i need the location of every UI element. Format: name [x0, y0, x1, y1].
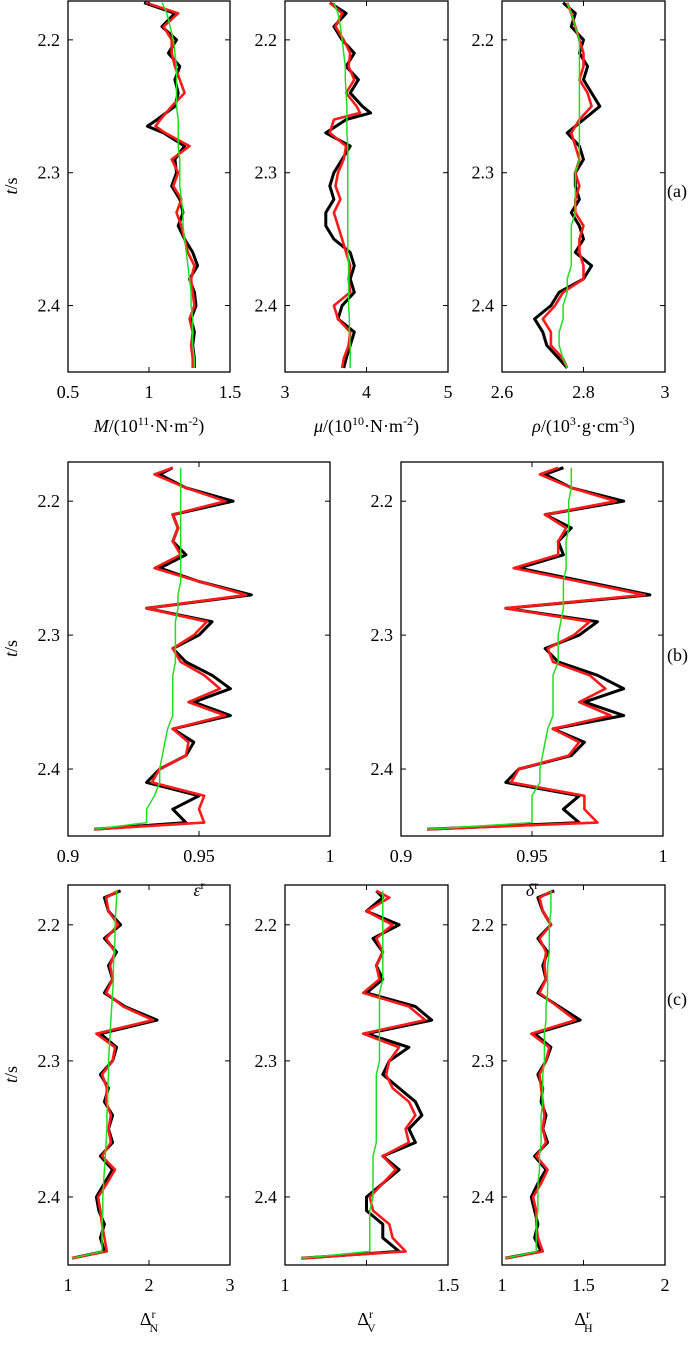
x-tick-label: 2	[661, 1275, 670, 1295]
y-tick-label: 2.4	[38, 296, 61, 316]
panel-label-b: (b)	[667, 645, 688, 666]
y-axis-label: t/s	[1, 177, 21, 194]
y-axis-label: t/s	[1, 640, 21, 657]
y-tick-label: 2.3	[255, 163, 278, 183]
y-axis-label: t/s	[1, 1066, 21, 1083]
axes-frame	[67, 0, 231, 373]
series-black-line	[427, 466, 652, 831]
x-tick-label: 0.9	[390, 846, 413, 866]
y-tick-label: 2.4	[255, 296, 278, 316]
series-red-line	[301, 889, 427, 1260]
x-tick-label: 1	[659, 846, 668, 866]
series-black-line	[533, 1, 602, 369]
plots-layer: 0.5 1 1.52.22.32.4t/sM/(1011·N·m-2)3 4 52.22…	[1, 0, 670, 1335]
x-axis-label: Δr H	[574, 1307, 593, 1335]
series-black-line	[301, 889, 434, 1260]
series-green-line	[161, 2, 196, 368]
subplot-3: 2.6 2.8 3 2.2 2.3 2.4 ρ/(103·g·cm-3)	[472, 0, 670, 437]
x-axis-label: εr	[193, 878, 204, 900]
x-tick-label: 3	[661, 382, 670, 402]
x-tick-label: 1.5	[437, 1275, 460, 1295]
x-tick-label: 1	[64, 1275, 73, 1295]
x-tick-label: 5	[444, 382, 453, 402]
series-green-line	[333, 2, 351, 368]
x-tick-label: 0.95	[516, 846, 548, 866]
x-tick-label: 1	[145, 382, 154, 402]
x-tick-label: 1	[281, 1275, 290, 1295]
y-tick-label: 2.2	[38, 491, 61, 511]
series-black-line	[143, 1, 200, 368]
y-tick-label: 2.2	[38, 30, 61, 50]
subplot-4: 0.9 0.95 1 2.2 2.3 2.4 t/s εr	[1, 461, 335, 900]
subplot-5: 0.9 0.95 1 2.2 2.3 2.4 δr	[371, 461, 668, 900]
x-axis-label: ρ/(103·g·cm-3)	[531, 414, 635, 437]
y-tick-label: 2.4	[255, 1187, 278, 1207]
x-tick-label: 0.9	[57, 846, 80, 866]
axes-frame	[400, 461, 664, 837]
series-red-line	[541, 2, 593, 369]
y-tick-label: 2.2	[472, 915, 495, 935]
axes-frame	[284, 0, 449, 373]
y-tick-label: 2.2	[371, 491, 394, 511]
y-tick-label: 2.4	[38, 1187, 61, 1207]
subplot-7: 1 1.5 2.2 2.3 2.4 Δr V	[255, 884, 460, 1335]
y-tick-label: 2.3	[472, 163, 495, 183]
y-tick-label: 2.2	[255, 915, 278, 935]
y-tick-label: 2.4	[38, 759, 61, 779]
x-axis-label: δr	[526, 878, 538, 900]
series-green-line	[558, 2, 581, 369]
subplot-8: 1 1.5 2 2.2 2.3 2.4 Δr H	[472, 884, 670, 1335]
panel-label-c: (c)	[667, 989, 687, 1010]
y-tick-label: 2.3	[371, 625, 394, 645]
subplot-1: 0.5 1 1.5 2.2 2.3 2.4 t/s M/(1011·N·m-2)	[1, 0, 242, 437]
x-tick-label: 0.5	[57, 382, 80, 402]
x-axis-label: Δr N	[140, 1307, 159, 1335]
panel-label-a: (a)	[667, 181, 687, 202]
x-tick-label: 1	[326, 846, 335, 866]
x-tick-label: 3	[226, 1275, 235, 1295]
axes-frame	[67, 461, 331, 837]
series-red-line	[427, 466, 647, 831]
x-tick-label: 1.5	[572, 1275, 595, 1295]
x-axis-label: M/(1011·N·m-2)	[93, 414, 205, 437]
x-tick-label: 2.6	[491, 382, 514, 402]
y-tick-label: 2.4	[472, 296, 495, 316]
x-axis-label: μ/(1010·N·m-2)	[313, 414, 419, 437]
x-tick-label: 2.8	[572, 382, 595, 402]
x-tick-label: 0.95	[183, 846, 215, 866]
y-tick-label: 2.4	[472, 1187, 495, 1207]
subplot-6: 1 2 3 2.2 2.3 2.4 t/s Δr N	[1, 884, 235, 1335]
y-tick-label: 2.2	[38, 915, 61, 935]
x-tick-label: 1	[498, 1275, 507, 1295]
series-red-line	[71, 889, 155, 1260]
x-axis-label: Δr V	[357, 1307, 376, 1335]
axes-frame	[501, 884, 666, 1266]
series-green-line	[301, 890, 384, 1259]
series-red-line	[94, 466, 248, 831]
x-tick-label: 3	[281, 382, 290, 402]
y-tick-label: 2.3	[38, 1051, 61, 1071]
y-tick-label: 2.4	[371, 759, 394, 779]
series-green-line	[505, 890, 552, 1259]
subplot-2: 3 4 5 2.2 2.3 2.4 μ/(1010·N·m-2)	[255, 0, 453, 437]
y-tick-label: 2.2	[472, 30, 495, 50]
x-tick-label: 2	[145, 1275, 154, 1295]
series-red-line	[145, 1, 196, 368]
x-tick-label: 4	[362, 382, 371, 402]
y-tick-label: 2.3	[472, 1051, 495, 1071]
series-red-line	[505, 889, 577, 1260]
series-black-line	[324, 1, 373, 369]
axes-frame	[67, 884, 231, 1266]
series-green-line	[71, 890, 118, 1259]
series-green-line	[427, 467, 573, 831]
y-tick-label: 2.3	[38, 625, 61, 645]
y-tick-label: 2.3	[255, 1051, 278, 1071]
y-tick-label: 2.2	[255, 30, 278, 50]
x-tick-label: 1.5	[219, 382, 242, 402]
series-red-line	[328, 1, 362, 369]
y-tick-label: 2.3	[38, 163, 61, 183]
series-green-line	[94, 467, 182, 831]
